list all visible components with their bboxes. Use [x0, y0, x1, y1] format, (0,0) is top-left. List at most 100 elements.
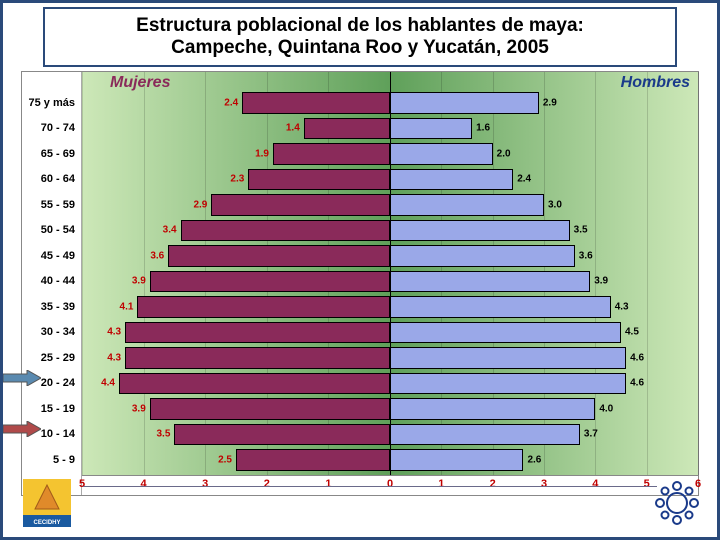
axis-tick: 3	[541, 478, 547, 490]
bar-female	[181, 220, 390, 242]
bar-male	[390, 92, 539, 114]
bar-female	[137, 296, 390, 318]
bar-male	[390, 398, 595, 420]
chart-body: Mujeres Hombres 2.42.91.41.61.92.02.32.4…	[82, 72, 698, 495]
bar-male	[390, 347, 626, 369]
bar-female	[168, 245, 390, 267]
value-male: 4.6	[630, 352, 644, 363]
bar-female	[125, 322, 390, 344]
axis-tick: 1	[438, 478, 444, 490]
value-female: 3.6	[150, 250, 164, 261]
axis-tick: 0	[387, 478, 393, 490]
title-line-2: Campeche, Quintana Roo y Yucatán, 2005	[53, 37, 667, 59]
highlight-arrow-icon	[3, 421, 41, 437]
value-male: 3.6	[579, 250, 593, 261]
title-box: Estructura poblacional de los hablantes …	[43, 7, 677, 67]
bar-female	[150, 398, 390, 420]
age-label: 15 - 19	[41, 403, 75, 415]
age-label: 45 - 49	[41, 250, 75, 262]
axis-tick: 5	[79, 478, 85, 490]
age-label: 65 - 69	[41, 148, 75, 160]
bar-female	[211, 194, 390, 216]
value-male: 3.0	[548, 199, 562, 210]
age-label: 75 y más	[29, 97, 75, 109]
value-female: 2.4	[224, 97, 238, 108]
value-female: 4.4	[101, 378, 115, 389]
logo-cecidhy: CECIDHY	[23, 479, 71, 527]
bar-male	[390, 449, 523, 471]
value-male: 4.3	[615, 301, 629, 312]
bar-male	[390, 245, 575, 267]
bar-female	[304, 118, 390, 140]
highlight-arrow-icon	[3, 370, 41, 386]
age-label: 5 - 9	[53, 454, 75, 466]
age-label: 10 - 14	[41, 428, 75, 440]
bar-male	[390, 194, 544, 216]
value-male: 2.6	[527, 454, 541, 465]
center-axis-line	[390, 72, 391, 475]
value-female: 2.5	[218, 454, 232, 465]
bar-male	[390, 296, 611, 318]
bar-female	[119, 373, 390, 395]
pyramid-chart: 75 y más 70 - 74 65 - 69 60 - 64 55 - 59 50 -…	[21, 71, 699, 496]
age-label: 35 - 39	[41, 301, 75, 313]
value-female: 3.5	[157, 429, 171, 440]
value-female: 3.9	[132, 276, 146, 287]
bar-male	[390, 169, 513, 191]
axis-tick: 3	[202, 478, 208, 490]
bar-female	[242, 92, 390, 114]
value-male: 3.7	[584, 429, 598, 440]
age-label: 20 - 24	[41, 377, 75, 389]
age-label: 30 - 34	[41, 326, 75, 338]
value-male: 1.6	[476, 123, 490, 134]
value-female: 4.1	[120, 301, 134, 312]
gridline	[698, 72, 699, 475]
age-label: 50 - 54	[41, 224, 75, 236]
bar-male	[390, 220, 570, 242]
age-label: 40 - 44	[41, 275, 75, 287]
axis-tick: 2	[264, 478, 270, 490]
age-label: 55 - 59	[41, 199, 75, 211]
bar-female	[125, 347, 390, 369]
age-label: 70 - 74	[41, 122, 75, 134]
age-label: 25 - 29	[41, 352, 75, 364]
value-male: 4.5	[625, 327, 639, 338]
bar-male	[390, 373, 626, 395]
value-male: 2.9	[543, 97, 557, 108]
axis-tick: 4	[592, 478, 598, 490]
footer-divider	[83, 486, 657, 487]
bar-male	[390, 118, 472, 140]
value-female: 1.9	[255, 148, 269, 159]
value-male: 4.0	[599, 403, 613, 414]
axis-tick: 1	[325, 478, 331, 490]
bar-female	[150, 271, 390, 293]
value-female: 4.3	[107, 327, 121, 338]
axis-tick: 2	[490, 478, 496, 490]
value-female: 2.9	[193, 199, 207, 210]
bar-male	[390, 424, 580, 446]
axis-tick: 5	[644, 478, 650, 490]
x-axis: 543210123456	[82, 475, 698, 495]
value-female: 3.4	[163, 225, 177, 236]
bar-female	[236, 449, 390, 471]
value-male: 2.0	[497, 148, 511, 159]
bar-female	[174, 424, 390, 446]
age-label: 60 - 64	[41, 173, 75, 185]
bar-female	[273, 143, 390, 165]
svg-text:CECIDHY: CECIDHY	[33, 520, 60, 526]
value-female: 1.4	[286, 123, 300, 134]
value-female: 4.3	[107, 352, 121, 363]
value-female: 2.3	[230, 174, 244, 185]
bar-male	[390, 143, 493, 165]
title-line-1: Estructura poblacional de los hablantes …	[53, 15, 667, 37]
logo-institutional-icon	[655, 481, 699, 525]
value-female: 3.9	[132, 403, 146, 414]
value-male: 4.6	[630, 378, 644, 389]
bar-male	[390, 322, 621, 344]
bar-female	[248, 169, 390, 191]
value-male: 3.9	[594, 276, 608, 287]
value-male: 3.5	[574, 225, 588, 236]
axis-tick: 4	[141, 478, 147, 490]
value-male: 2.4	[517, 174, 531, 185]
bar-male	[390, 271, 590, 293]
